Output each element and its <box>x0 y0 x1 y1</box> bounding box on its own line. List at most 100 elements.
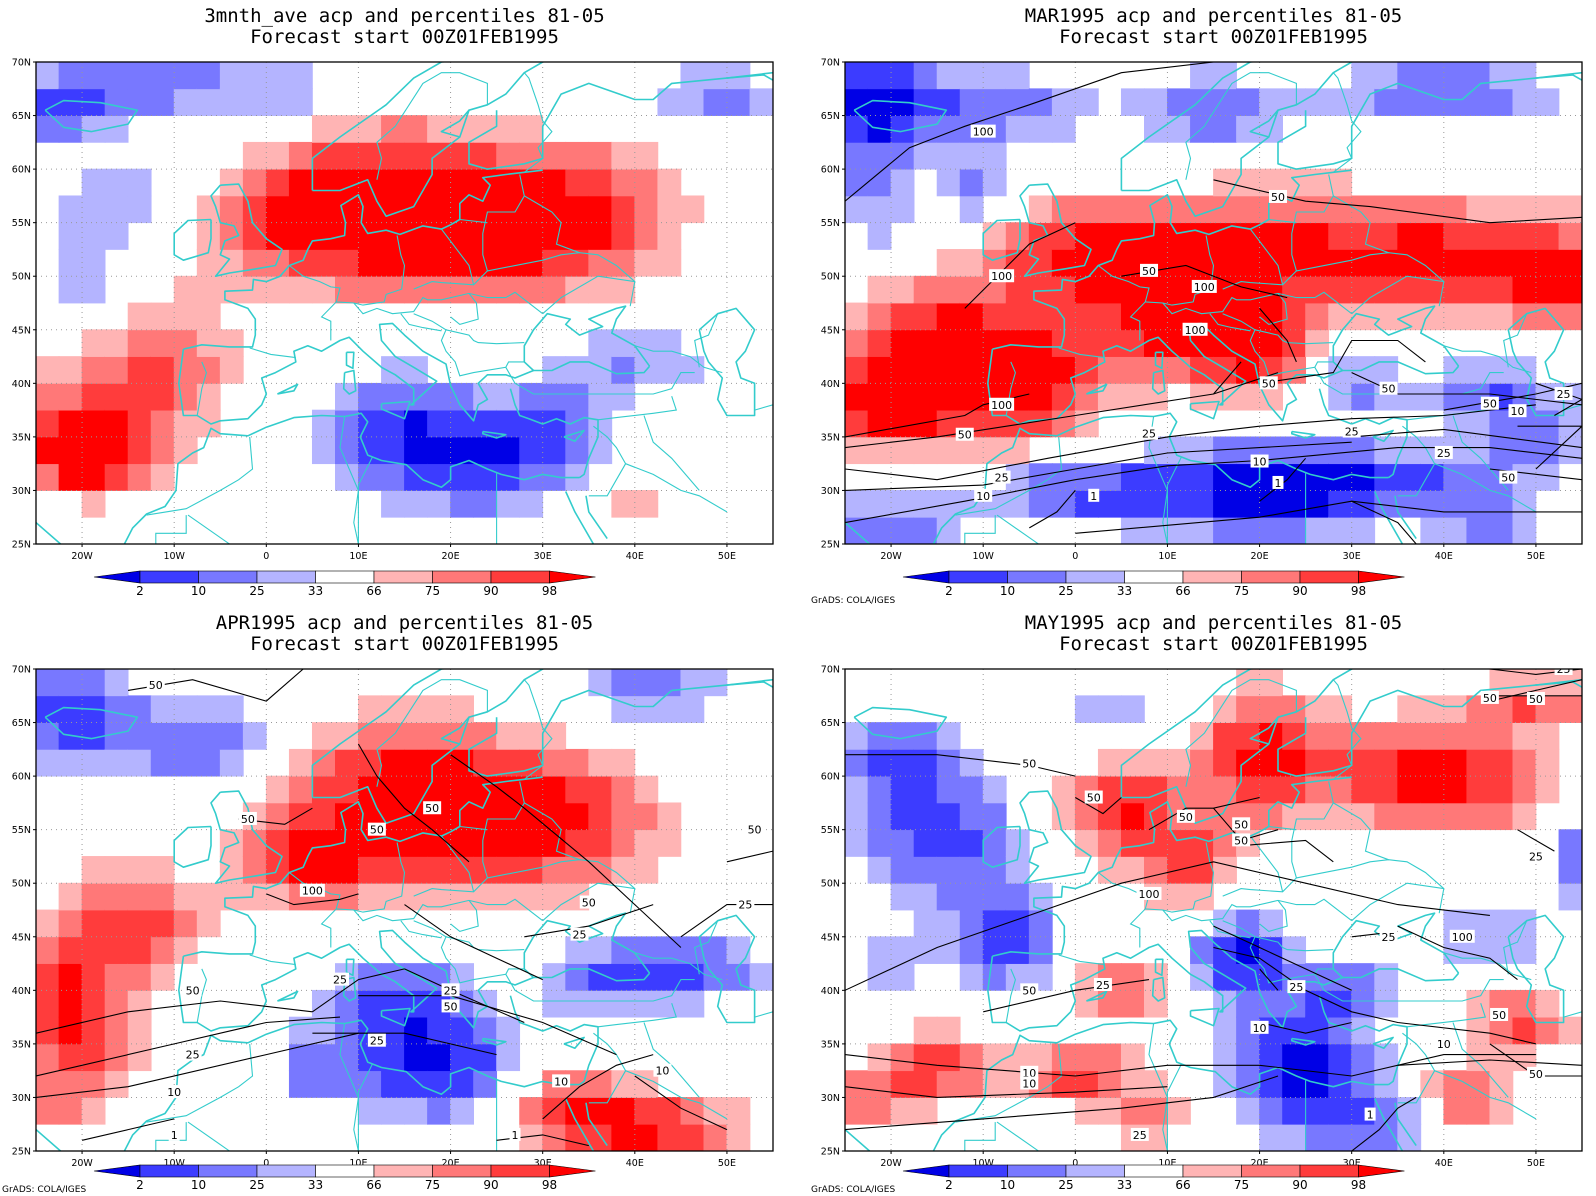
shade-cell <box>173 275 198 304</box>
percentile-shading <box>36 669 773 1151</box>
shade-cell <box>1328 722 1353 750</box>
shade-cell <box>634 249 659 277</box>
shade-cell <box>404 1097 428 1125</box>
shade-cell <box>890 409 915 438</box>
shade-cell <box>311 436 336 465</box>
colorbar-segment <box>1241 1164 1301 1178</box>
shade-cell <box>381 249 405 277</box>
shade-cell <box>1397 722 1422 750</box>
lat-label: 65N <box>12 111 31 122</box>
shade-cell <box>150 695 175 723</box>
shade-cell <box>1144 195 1168 224</box>
shade-cell <box>1397 222 1422 250</box>
shade-cell <box>1351 222 1376 250</box>
shade-cell <box>867 329 892 357</box>
shade-cell <box>1236 115 1260 143</box>
shade-cell <box>196 909 221 938</box>
lat-label: 60N <box>821 165 840 176</box>
shade-cell <box>58 62 83 90</box>
shade-cell <box>982 775 1007 804</box>
shade-cell <box>1120 463 1145 491</box>
shade-cell <box>58 936 83 964</box>
lon-label: 0 <box>263 1158 269 1169</box>
shade-cell <box>173 382 198 411</box>
contour-label-box <box>1176 809 1195 823</box>
coastline <box>698 914 756 1024</box>
shade-cell <box>1144 829 1168 857</box>
shade-cell <box>311 249 336 277</box>
shade-cell <box>127 302 152 331</box>
shade-cell <box>150 382 175 411</box>
contour-label: 25 <box>1289 981 1303 994</box>
contour-label-box <box>168 1127 180 1141</box>
contour-label-box <box>736 897 755 911</box>
contour-label: 50 <box>1483 692 1497 705</box>
shade-cell <box>867 141 892 170</box>
shade-cell <box>657 936 682 964</box>
shade-cell <box>127 722 152 750</box>
colorbar-segment <box>1299 1164 1359 1178</box>
coastline <box>1394 495 1417 540</box>
shade-cell <box>913 115 938 143</box>
shade-cell <box>1305 963 1330 991</box>
shade-cell <box>81 222 106 250</box>
lat-label: 50N <box>12 272 31 283</box>
contour-label: 50 <box>186 984 200 997</box>
shade-cell <box>36 989 60 1018</box>
country-border <box>505 974 695 1002</box>
contour-label-box <box>367 1033 386 1047</box>
shade-cell <box>1397 695 1422 723</box>
shade-cell <box>1512 775 1537 804</box>
contour-label: 25 <box>1557 388 1571 401</box>
coastline <box>342 369 357 395</box>
country-border <box>625 1070 728 1120</box>
shade-cell <box>913 1097 938 1125</box>
country-border <box>357 456 373 544</box>
shade-cell <box>311 802 336 831</box>
shade-cell <box>242 722 267 750</box>
contour-label: 10 <box>1253 1022 1267 1035</box>
shade-cell <box>867 222 892 250</box>
shade-cell <box>982 936 1007 964</box>
shade-cell <box>913 62 938 90</box>
shade-cell <box>1374 963 1399 991</box>
shade-cell <box>1236 695 1260 723</box>
shade-cell <box>450 382 474 411</box>
shade-cell <box>867 748 892 777</box>
contour-label-box <box>1140 263 1159 277</box>
contour-label: 10 <box>1253 456 1267 469</box>
contour-label-box <box>1140 426 1159 440</box>
country-border <box>1162 291 1353 315</box>
shade-cell <box>845 829 869 857</box>
shade-cell <box>1305 88 1330 116</box>
shade-cell <box>1144 989 1168 1018</box>
shade-cell <box>427 490 451 518</box>
shade-cell <box>219 722 244 750</box>
shade-cell <box>1213 802 1237 831</box>
contour-label: 50 <box>1529 1068 1543 1081</box>
shade-cell <box>127 168 152 197</box>
shade-cell <box>1120 195 1145 224</box>
shade-cell <box>565 382 590 411</box>
colorbar-segment <box>198 570 258 584</box>
shade-cell <box>1466 436 1491 465</box>
shade-cell <box>845 356 869 384</box>
panel-subtitle: Forecast start 00Z01FEB1995 <box>250 26 559 48</box>
shade-cell <box>1512 436 1537 465</box>
shade-cell <box>1305 222 1330 250</box>
shade-cell <box>381 141 405 170</box>
shade-cell <box>845 168 869 197</box>
shade-cell <box>1305 249 1330 277</box>
shade-cell <box>959 748 984 777</box>
shade-cell <box>358 829 382 857</box>
shade-cell <box>1167 748 1191 777</box>
shade-cell <box>1397 382 1422 411</box>
country-border <box>1166 456 1182 544</box>
shade-cell <box>845 1097 869 1125</box>
shade-cell <box>1074 275 1099 304</box>
shade-cell <box>1466 1097 1491 1125</box>
shade-cell <box>1466 463 1491 491</box>
contour-line <box>1351 1096 1417 1151</box>
shade-cell <box>1374 88 1399 116</box>
coastline <box>1291 430 1316 439</box>
